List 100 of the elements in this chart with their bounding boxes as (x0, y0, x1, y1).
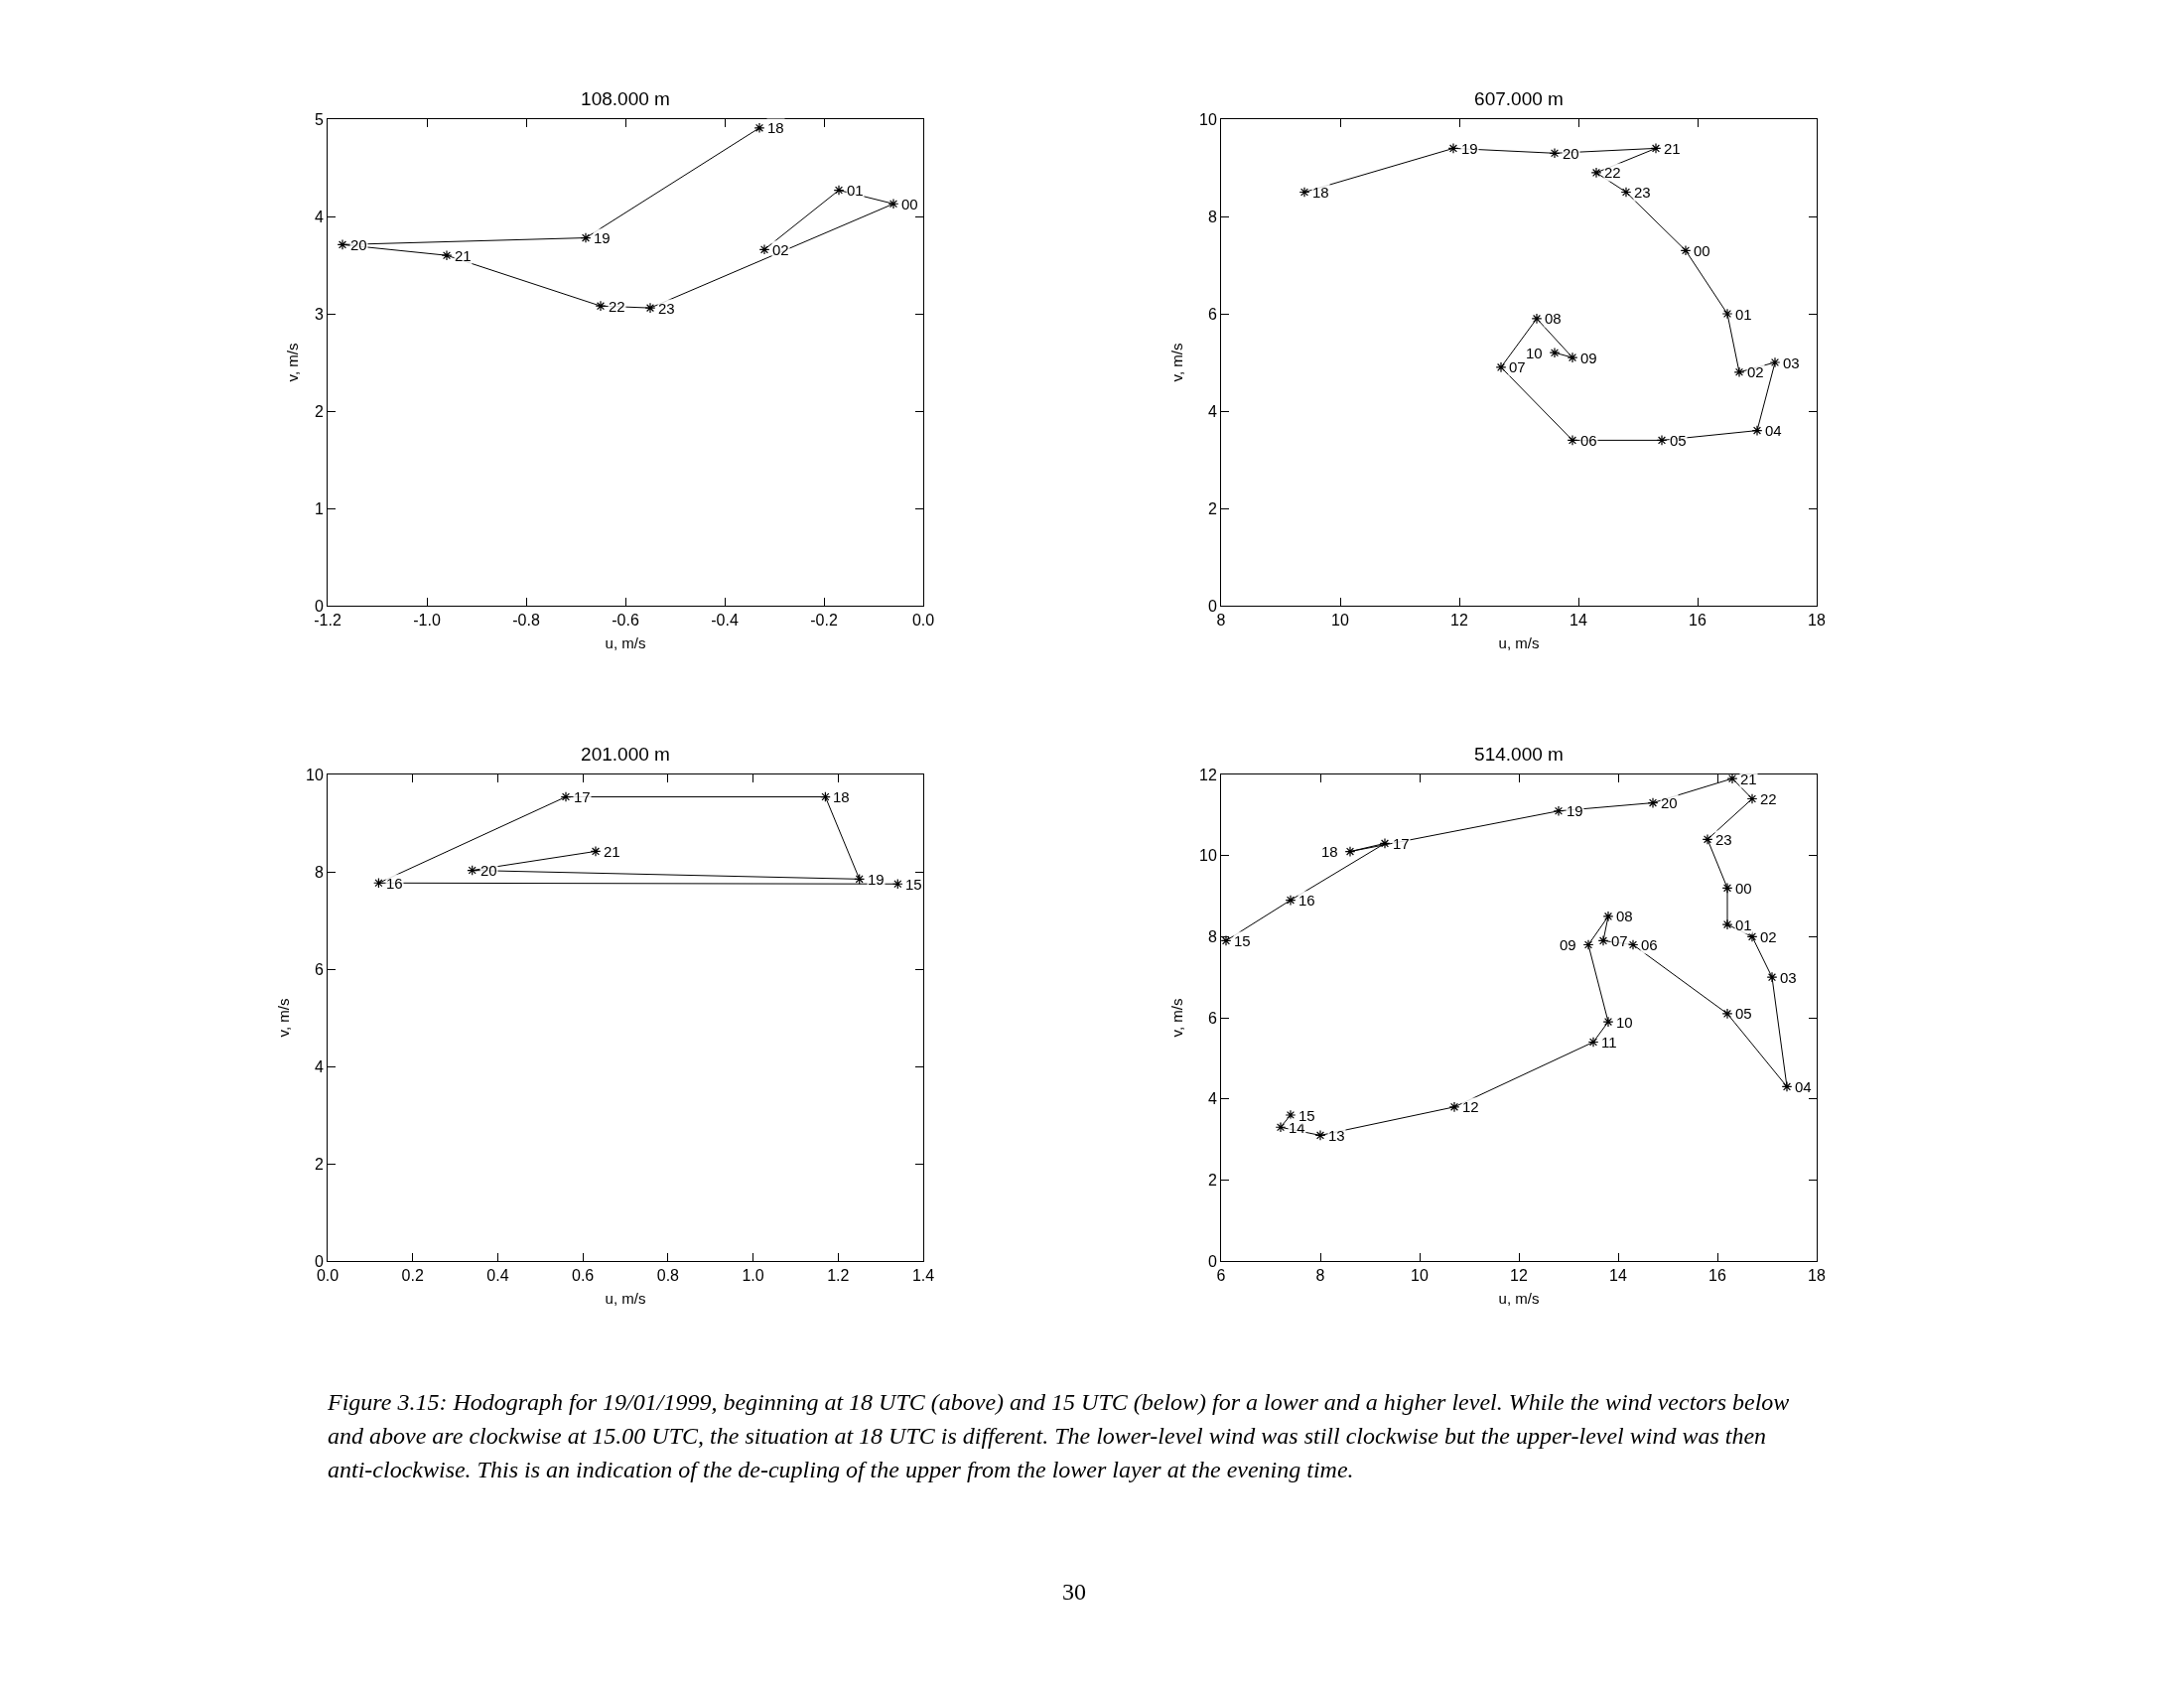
annotation: 23 (1715, 831, 1732, 848)
text: 30 (1062, 1579, 1086, 1606)
annotation: 17 (1393, 835, 1410, 852)
annotation: 00 (901, 196, 918, 212)
point (1746, 930, 1758, 942)
annotation: 21 (604, 843, 620, 860)
point (1553, 805, 1565, 817)
point (1733, 366, 1745, 378)
annotation: 15 (905, 876, 922, 893)
point (580, 232, 592, 243)
annotation: 15 (1298, 1107, 1315, 1124)
point (1567, 351, 1578, 363)
y-tick-label: 12 (1199, 766, 1217, 783)
point (1298, 187, 1310, 198)
annotation: 01 (1735, 916, 1752, 933)
chart-title: 201.000 m (581, 744, 670, 765)
annotation: 02 (772, 241, 789, 258)
x-tick-label: 14 (1570, 612, 1587, 630)
y-tick-label: 2 (1207, 499, 1217, 517)
point (1549, 347, 1561, 358)
annotation: 21 (1740, 771, 1757, 787)
annotation: 20 (480, 862, 497, 879)
annotation: 06 (1641, 936, 1658, 953)
annotation: 20 (350, 236, 367, 253)
x-tick-label: 12 (1510, 1267, 1528, 1285)
x-tick-label: 8 (1315, 1267, 1325, 1285)
point (753, 122, 765, 134)
point (1721, 308, 1733, 320)
annotation: 04 (1765, 422, 1782, 439)
x-axis-title: u, m/s (1498, 634, 1540, 652)
y-tick-label: 6 (314, 960, 324, 978)
y-tick-label: 3 (314, 305, 324, 323)
y-tick-label: 6 (1207, 305, 1217, 323)
y-axis-title: v, m/s (1168, 343, 1186, 382)
x-tick-label: -0.8 (512, 612, 540, 630)
annotation: 08 (1616, 908, 1633, 924)
x-tick-label: 1.4 (911, 1267, 935, 1285)
point (1379, 838, 1391, 849)
point (1627, 939, 1639, 950)
point (1447, 143, 1459, 154)
x-tick-label: 1.0 (742, 1267, 764, 1285)
point (833, 185, 845, 196)
y-tick-label: 2 (314, 402, 324, 420)
point (644, 302, 656, 314)
point (1766, 971, 1778, 983)
point (1721, 882, 1733, 894)
annotation: 07 (1509, 358, 1526, 375)
x-tick-label: 0.2 (401, 1267, 424, 1285)
y-tick-label: 0 (1207, 1252, 1217, 1270)
point (1495, 361, 1507, 373)
point (1531, 313, 1543, 325)
annotation: 00 (1735, 880, 1752, 897)
x-tick-label: 10 (1411, 1267, 1429, 1285)
y-tick-label: 1 (314, 499, 324, 517)
y-tick-label: 10 (306, 766, 324, 783)
annotation: 16 (1298, 892, 1315, 909)
y-tick-label: 2 (314, 1155, 324, 1173)
point (1344, 846, 1356, 857)
annotation: 03 (1783, 354, 1800, 371)
y-tick-label: 6 (1207, 1009, 1217, 1027)
point (820, 791, 831, 802)
annotation: 11 (1601, 1034, 1617, 1051)
y-tick-label: 0 (314, 1252, 324, 1270)
point (887, 198, 899, 210)
annotation: 01 (847, 182, 864, 199)
y-tick-label: 0 (1207, 597, 1217, 615)
point (1567, 435, 1578, 446)
point (595, 300, 607, 312)
x-tick-label: 14 (1609, 1267, 1627, 1285)
point (758, 243, 770, 255)
point (1582, 939, 1594, 950)
point (1751, 425, 1763, 436)
x-tick-label: -0.6 (612, 612, 639, 630)
point (1602, 911, 1614, 922)
annotation: 21 (1664, 140, 1681, 157)
y-axis-title: v, m/s (1168, 998, 1186, 1038)
point (337, 239, 348, 250)
point (1285, 1109, 1297, 1121)
annotation: 10 (1616, 1014, 1633, 1031)
y-axis-title: v, m/s (284, 343, 302, 382)
x-tick-label: -1.2 (314, 612, 341, 630)
x-axis-title: u, m/s (605, 1290, 646, 1308)
x-tick-label: 0.0 (316, 1267, 340, 1285)
annotation: 09 (1580, 350, 1597, 366)
annotation: 05 (1670, 432, 1687, 449)
y-tick-label: 4 (314, 1057, 324, 1075)
x-tick-label: 10 (1331, 612, 1349, 630)
x-tick-label: 12 (1450, 612, 1468, 630)
point (1781, 1081, 1793, 1092)
annotation: 02 (1760, 928, 1777, 945)
point (1650, 143, 1662, 154)
chart-title: 514.000 m (1474, 744, 1564, 765)
annotation: 04 (1795, 1078, 1812, 1095)
x-tick-label: -0.2 (810, 612, 838, 630)
annotation: 18 (1312, 184, 1329, 201)
y-tick-label: 10 (1199, 847, 1217, 865)
x-tick-label: -0.4 (711, 612, 739, 630)
point (1549, 147, 1561, 159)
annotation: 05 (1735, 1005, 1752, 1022)
point (1702, 833, 1713, 845)
